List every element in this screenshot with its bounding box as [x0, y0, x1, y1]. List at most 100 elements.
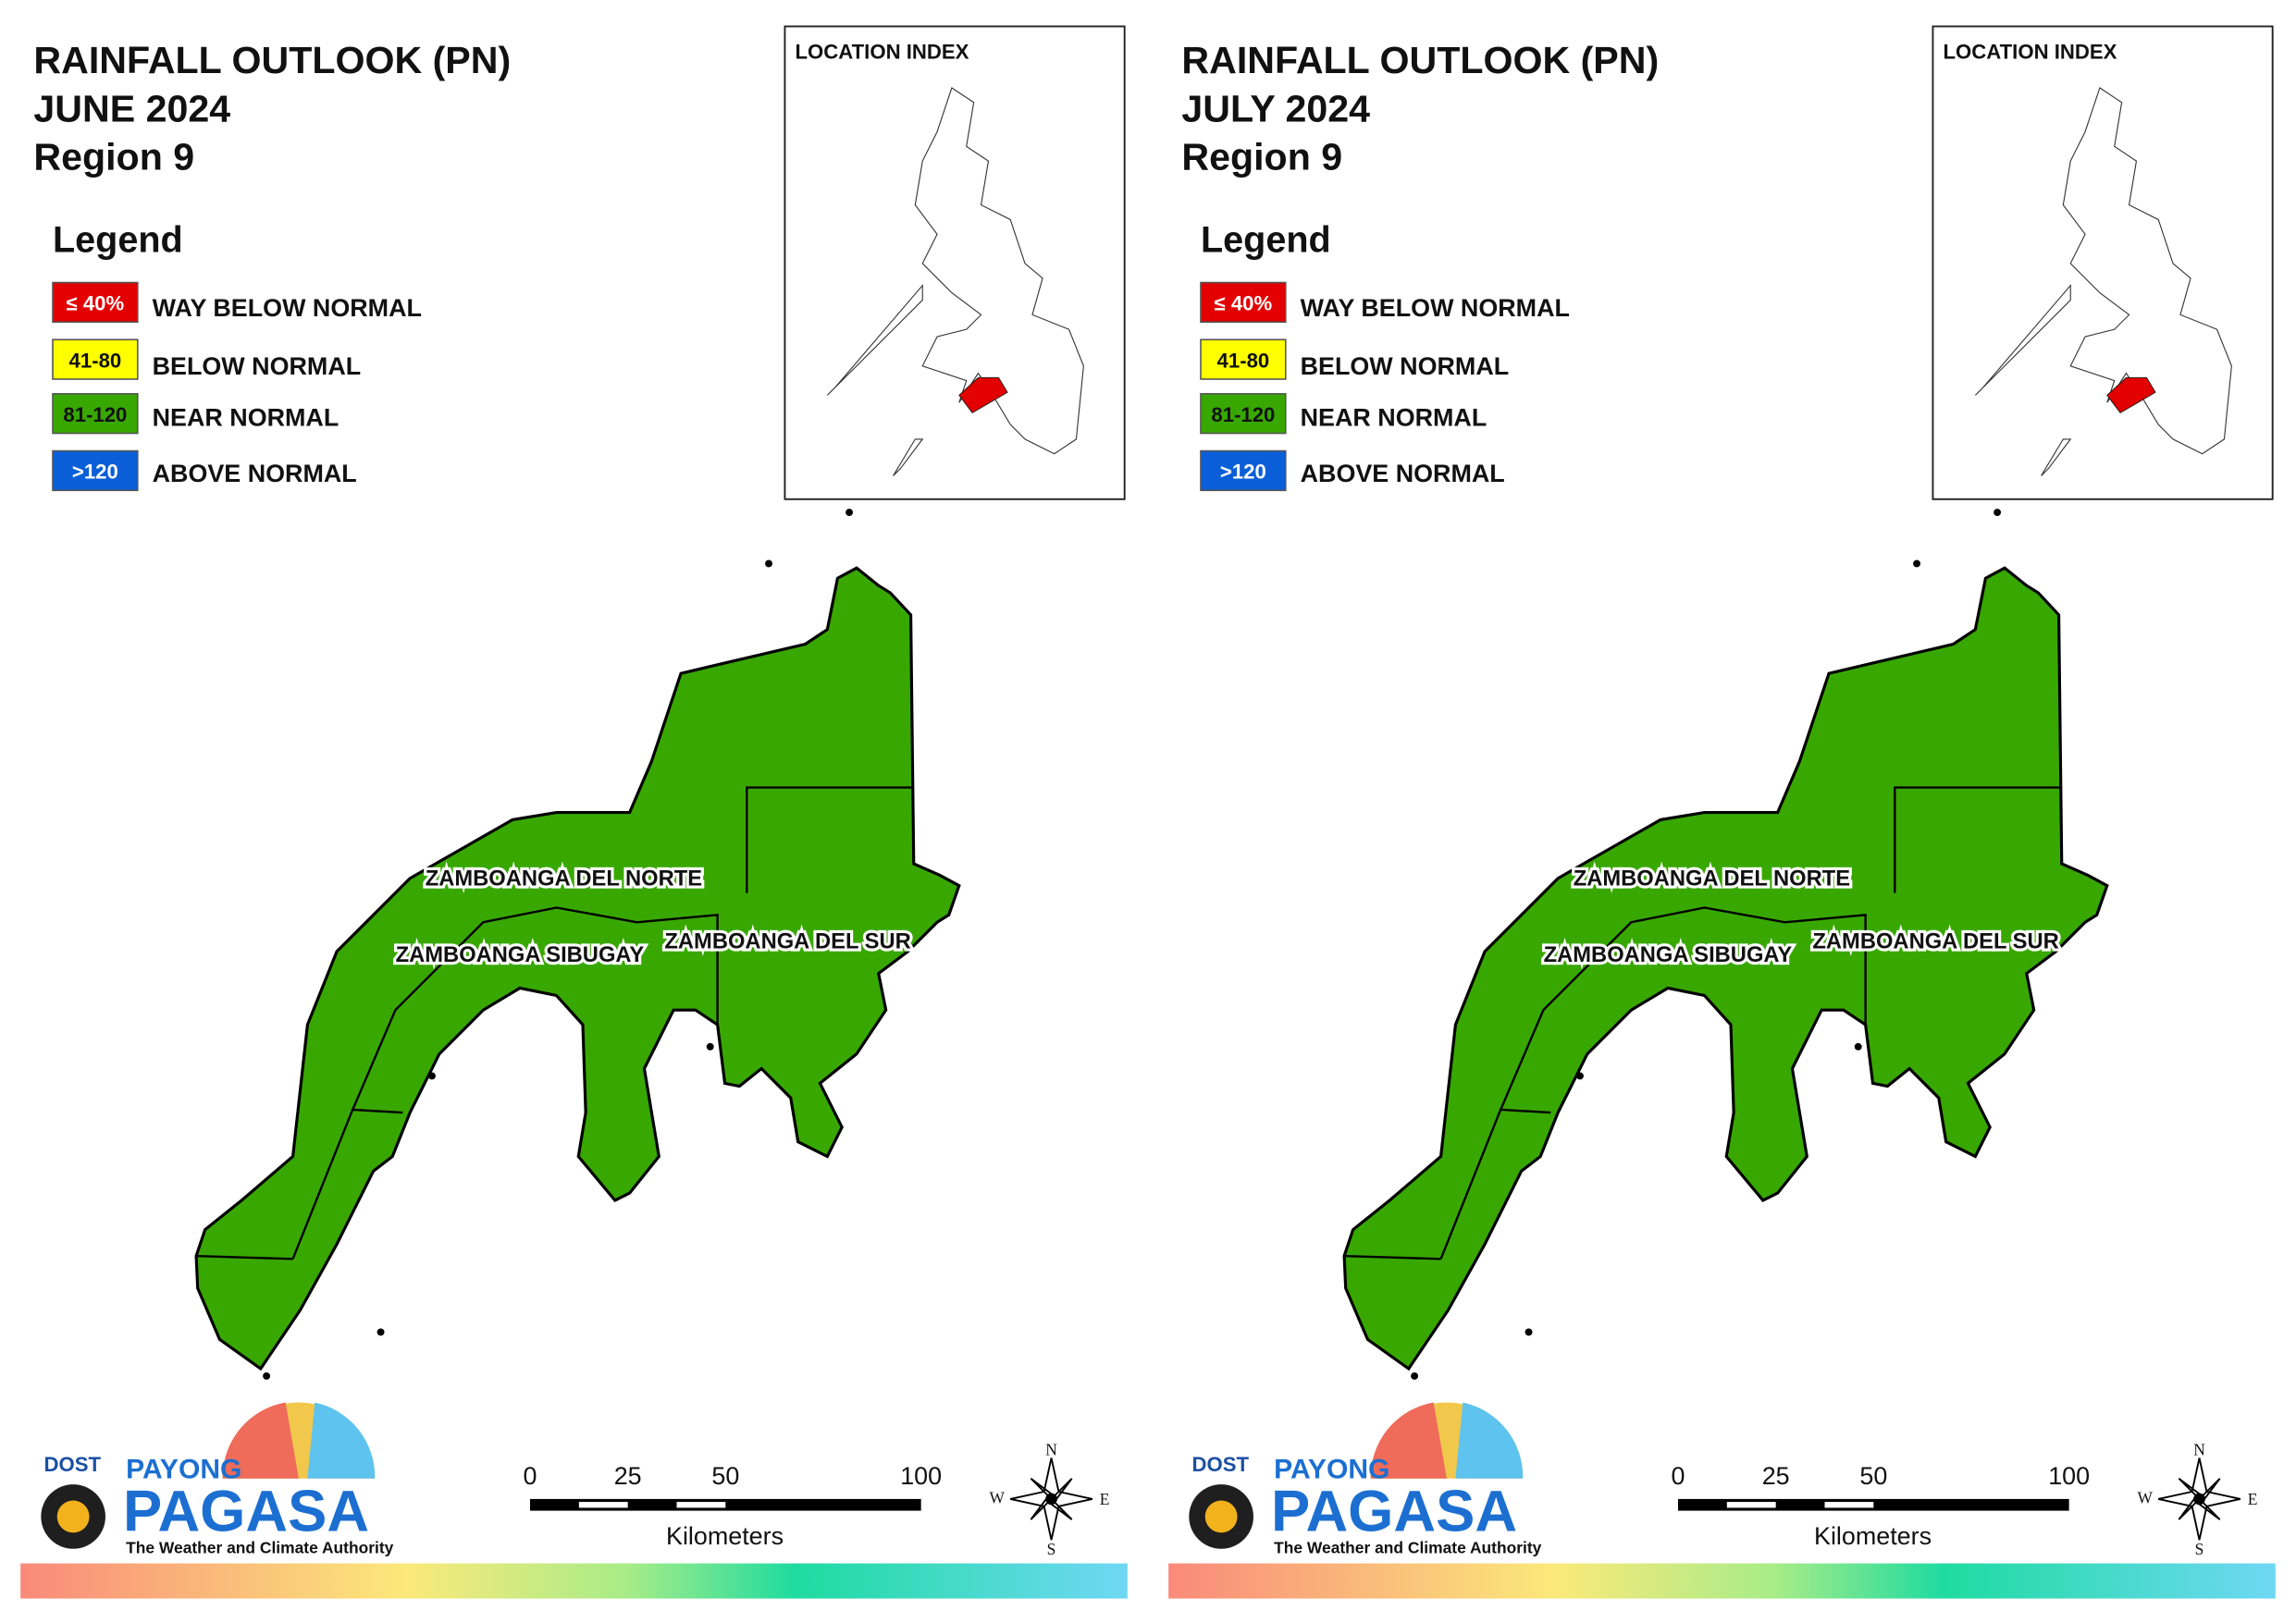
legend-label: ABOVE NORMAL: [153, 460, 357, 487]
scale-tick-label: 25: [614, 1462, 642, 1490]
province-label: ZAMBOANGA SIBUGAY: [396, 943, 645, 967]
region-highlight: [958, 376, 1008, 414]
province-label: ZAMBOANGA DEL NORTE: [426, 867, 702, 891]
legend-range: >120: [1220, 461, 1266, 484]
legend-range: 81-120: [1211, 403, 1275, 426]
scale-tick-label: 50: [711, 1462, 739, 1490]
region-map: [194, 566, 961, 1371]
legend-range: 41-80: [1217, 349, 1270, 372]
islet: [846, 509, 854, 516]
logo-brand: PAYONG: [1274, 1455, 1389, 1485]
umbrella-left: [222, 1402, 299, 1479]
legend-swatch: [1200, 393, 1287, 435]
philippines-outline: [1974, 87, 2232, 476]
islet: [1854, 1042, 1862, 1051]
scale-tick-label: 100: [900, 1462, 942, 1490]
scale-unit: Kilometers: [1814, 1522, 1932, 1550]
logo-agency: DOST: [1191, 1453, 1249, 1476]
islet: [376, 1328, 385, 1336]
umbrella-left: [1370, 1402, 1447, 1479]
legend-range: >120: [72, 461, 118, 484]
footer-band: [1168, 1563, 2276, 1599]
scale-tick-label: 0: [1672, 1462, 1685, 1490]
legend-swatch: [1200, 338, 1287, 380]
region-highlight: [2106, 376, 2156, 414]
umbrella-right: [307, 1402, 376, 1479]
title-line: RAINFALL OUTLOOK (PN): [33, 39, 511, 81]
islet: [263, 1371, 271, 1380]
legend-label: NEAR NORMAL: [1301, 404, 1487, 432]
legend-swatch: [52, 338, 139, 380]
scale-bar-gap: [1824, 1502, 1874, 1508]
legend-label: BELOW NORMAL: [1301, 352, 1510, 380]
legend-label: WAY BELOW NORMAL: [153, 294, 422, 322]
legend-swatch: [1200, 449, 1287, 492]
islet: [706, 1042, 714, 1051]
logo-brand: PAYONG: [126, 1455, 241, 1485]
province-boundary: [1345, 786, 2062, 1260]
legend-swatch: [52, 449, 139, 492]
legend-range: ≤ 40%: [67, 292, 125, 315]
scale-unit: Kilometers: [666, 1522, 784, 1550]
panel: RAINFALL OUTLOOK (PN) JULY 2024 Region 9 Le…: [1168, 25, 2276, 1599]
legend-label: ABOVE NORMAL: [1301, 460, 1505, 487]
location-index-label: LOCATION INDEX: [796, 40, 969, 63]
logo-name: PAGASA: [1271, 1480, 1517, 1544]
islet: [1994, 509, 2002, 516]
legend-label: WAY BELOW NORMAL: [1301, 294, 1570, 322]
legend-range: 81-120: [63, 403, 127, 426]
compass-letter: W: [2137, 1489, 2153, 1507]
legend-swatch: [52, 393, 139, 435]
logo-seal-inner: [1204, 1500, 1238, 1533]
islet: [765, 559, 772, 568]
scale-bar-gap: [578, 1502, 628, 1508]
islet: [428, 1072, 436, 1080]
legend-title: Legend: [1201, 219, 1331, 260]
islet: [1524, 1328, 1533, 1336]
legend-swatch: [1200, 281, 1287, 324]
title-line: Region 9: [1181, 136, 1342, 178]
title-line: Region 9: [33, 136, 194, 178]
compass-center: [2193, 1493, 2205, 1506]
scale-tick-label: 0: [524, 1462, 537, 1490]
compass-letter: N: [1045, 1440, 1057, 1458]
logo-seal-inner: [56, 1500, 90, 1533]
compass-letter: N: [2193, 1440, 2205, 1458]
compass-center: [1045, 1493, 1057, 1506]
legend-label: BELOW NORMAL: [153, 352, 362, 380]
scale-bar-gap: [1726, 1502, 1776, 1508]
province-label: ZAMBOANGA DEL NORTE: [1574, 867, 1850, 891]
title-line: RAINFALL OUTLOOK (PN): [1181, 39, 1659, 81]
scale-tick-label: 50: [1859, 1462, 1887, 1490]
scale-tick-label: 25: [1762, 1462, 1790, 1490]
islet: [1411, 1371, 1419, 1380]
province-label: ZAMBOANGA DEL SUR: [1812, 930, 2058, 954]
logo-name: PAGASA: [123, 1480, 369, 1544]
title-line: JUNE 2024: [33, 87, 230, 129]
logo-tagline: The Weather and Climate Authority: [126, 1538, 393, 1556]
compass-letter: E: [1100, 1490, 1110, 1508]
philippines-outline: [826, 87, 1084, 476]
title-line: JULY 2024: [1181, 87, 1370, 129]
islet: [1576, 1072, 1584, 1080]
legend-label: NEAR NORMAL: [153, 404, 339, 432]
compass-letter: W: [989, 1489, 1005, 1507]
compass-letter: S: [2195, 1540, 2204, 1558]
location-index-label: LOCATION INDEX: [1944, 40, 2117, 63]
legend-range: ≤ 40%: [1215, 292, 1273, 315]
logo-tagline: The Weather and Climate Authority: [1274, 1538, 1541, 1556]
province-label: ZAMBOANGA SIBUGAY: [1544, 943, 1793, 967]
scale-tick-label: 100: [2048, 1462, 2090, 1490]
footer-band: [20, 1563, 1128, 1599]
legend-title: Legend: [53, 219, 183, 260]
compass-letter: S: [1047, 1540, 1056, 1558]
panel: RAINFALL OUTLOOK (PN) JUNE 2024 Region 9 Le…: [20, 25, 1128, 1599]
region-map: [1342, 566, 2109, 1371]
legend-swatch: [52, 281, 139, 324]
compass-letter: E: [2248, 1490, 2258, 1508]
logo-agency: DOST: [43, 1453, 101, 1476]
scale-bar-gap: [676, 1502, 726, 1508]
province-boundary: [197, 786, 914, 1260]
islet: [1913, 559, 1920, 568]
